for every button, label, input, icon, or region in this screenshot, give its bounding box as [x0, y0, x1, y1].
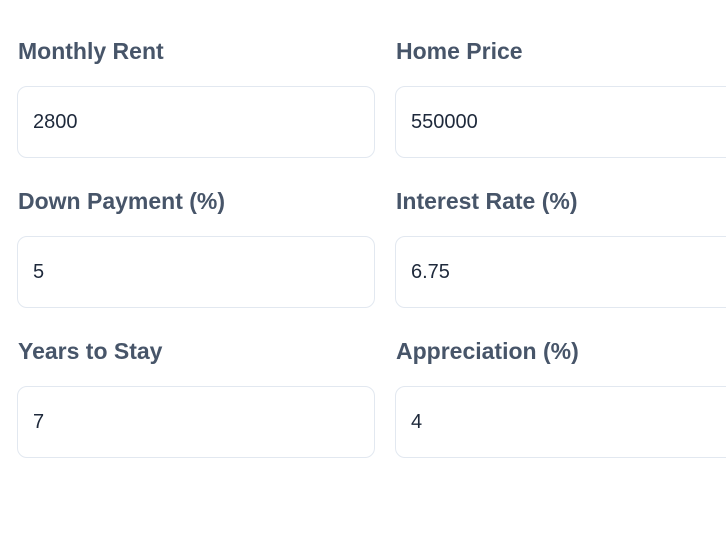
- appreciation-label: Appreciation (%): [396, 338, 579, 364]
- field-down-payment: Down Payment (%): [17, 187, 375, 308]
- monthly-rent-label: Monthly Rent: [18, 38, 164, 64]
- field-monthly-rent: Monthly Rent: [17, 37, 375, 158]
- field-appreciation: Appreciation (%): [395, 337, 726, 458]
- down-payment-input[interactable]: [17, 236, 375, 308]
- rent-vs-buy-form: Monthly Rent Home Price Down Payment (%)…: [17, 37, 726, 458]
- home-price-label: Home Price: [396, 38, 523, 64]
- interest-rate-label: Interest Rate (%): [396, 188, 578, 214]
- down-payment-label: Down Payment (%): [18, 188, 226, 214]
- years-to-stay-label: Years to Stay: [18, 338, 163, 364]
- field-home-price: Home Price: [395, 37, 726, 158]
- field-interest-rate: Interest Rate (%): [395, 187, 726, 308]
- field-years-to-stay: Years to Stay: [17, 337, 375, 458]
- years-to-stay-input[interactable]: [17, 386, 375, 458]
- interest-rate-input[interactable]: [395, 236, 726, 308]
- monthly-rent-input[interactable]: [17, 86, 375, 158]
- appreciation-input[interactable]: [395, 386, 726, 458]
- home-price-input[interactable]: [395, 86, 726, 158]
